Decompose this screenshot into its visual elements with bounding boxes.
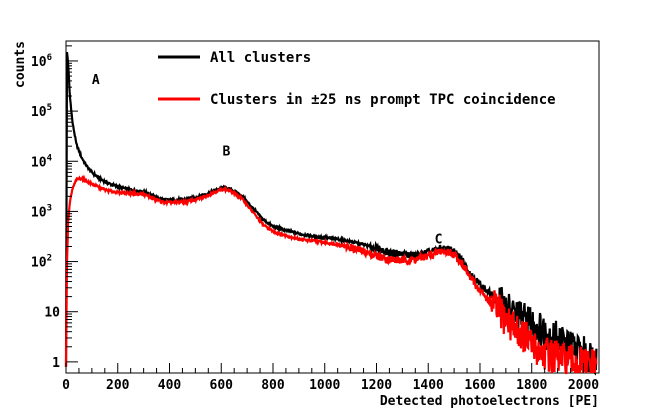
annotation-peak-a: A <box>92 73 100 88</box>
x-tick-label: 1000 <box>309 378 340 393</box>
x-tick-label: 1600 <box>464 378 495 393</box>
x-tick-label: 2000 <box>568 378 599 393</box>
legend-label-prompt-coincidence: Clusters in ±25 ns prompt TPC coincidenc… <box>210 92 556 108</box>
x-tick-label: 1400 <box>413 378 444 393</box>
legend-label-all-clusters: All clusters <box>210 50 311 66</box>
x-tick-label: 800 <box>261 378 285 393</box>
x-tick-label: 1200 <box>361 378 392 393</box>
legend: All clusters Clusters in ±25 ns prompt T… <box>158 50 556 108</box>
y-axis: 1 10 102 103 104 105 106 <box>31 45 78 371</box>
y-tick-label: 104 <box>31 153 53 170</box>
y-tick-label: 102 <box>31 254 52 271</box>
x-tick-label: 1800 <box>516 378 547 393</box>
y-tick-label: 106 <box>31 53 52 70</box>
x-axis-title: Detected photoelectrons [PE] <box>380 394 599 409</box>
x-tick-label: 200 <box>106 378 130 393</box>
annotation-peak-b: B <box>223 145 231 160</box>
y-axis-title: counts <box>13 41 28 88</box>
y-tick-label: 10 <box>44 306 60 321</box>
plot-area <box>64 40 600 376</box>
y-tick-label: 105 <box>31 103 52 120</box>
series-prompt-coincidence <box>64 174 598 375</box>
x-tick-label: 400 <box>158 378 182 393</box>
x-axis: 0 200 400 600 800 1000 1200 1400 1600 1800 2000 <box>62 363 599 393</box>
y-tick-label: 1 <box>52 356 60 371</box>
annotation-peak-c: C <box>435 232 443 247</box>
x-tick-label: 0 <box>62 378 70 393</box>
y-tick-label: 103 <box>31 203 52 220</box>
x-tick-label: 600 <box>210 378 234 393</box>
